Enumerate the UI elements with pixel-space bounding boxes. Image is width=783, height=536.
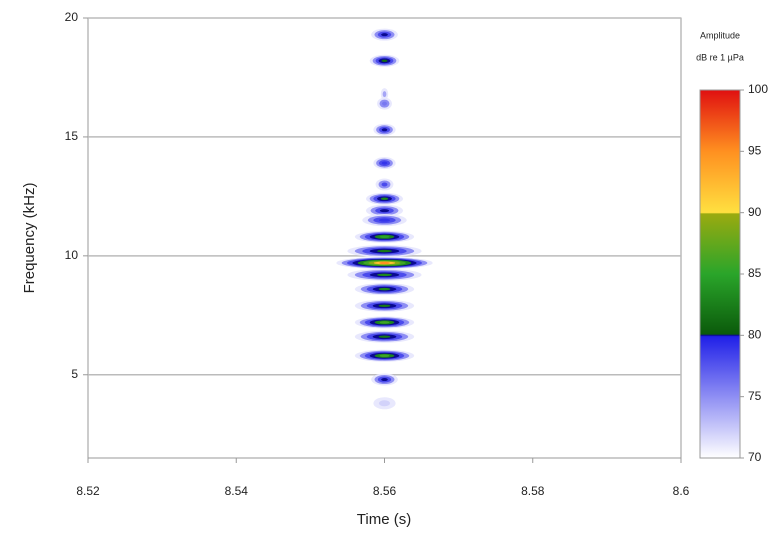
blob-level — [381, 378, 388, 382]
blob-level — [378, 335, 391, 338]
blob-level — [381, 128, 388, 132]
x-tick-label: 8.54 — [225, 484, 249, 498]
colorbar-tick-label: 90 — [748, 205, 762, 219]
colorbar-tick-label: 80 — [748, 328, 762, 342]
blob-level — [380, 197, 389, 200]
blob-level — [379, 321, 390, 324]
blob — [347, 245, 422, 258]
blob — [371, 373, 398, 386]
blob-level — [382, 101, 387, 106]
blob-level — [379, 235, 390, 239]
y-tick-label: 20 — [65, 10, 79, 24]
blob-level — [379, 261, 390, 265]
colorbar-tick-label: 75 — [748, 389, 762, 403]
colorbar-tick-label: 100 — [748, 82, 768, 96]
blob — [377, 97, 392, 110]
colorbar-tick-label: 95 — [748, 144, 762, 158]
x-tick-label: 8.52 — [76, 484, 100, 498]
blob — [347, 268, 422, 281]
colorbar-title: Amplitude — [700, 30, 740, 40]
blob-level — [381, 161, 388, 165]
blob — [373, 157, 396, 170]
blob-level — [379, 354, 390, 357]
blob-level — [377, 249, 392, 253]
blob — [336, 256, 433, 269]
blob — [373, 123, 396, 136]
blob — [380, 88, 389, 101]
blob-level — [381, 182, 388, 187]
blob — [362, 214, 407, 227]
colorbar-unit: dB re 1 µPa — [696, 52, 744, 62]
blob — [354, 330, 415, 343]
colorbar-tick-label: 70 — [748, 450, 762, 464]
blob-level — [377, 273, 392, 277]
blob-level — [379, 209, 390, 213]
blob-level — [382, 91, 387, 98]
x-tick-label: 8.6 — [673, 484, 690, 498]
blob — [354, 230, 415, 243]
blob — [369, 54, 400, 67]
y-tick-label: 5 — [71, 367, 78, 381]
colorbar — [699, 89, 741, 459]
blob — [354, 349, 415, 362]
x-tick-label: 8.58 — [521, 484, 545, 498]
blob-level — [378, 304, 391, 307]
blob-level — [378, 400, 391, 407]
blob — [354, 316, 415, 329]
blob — [354, 283, 415, 296]
y-tick-label: 15 — [65, 129, 79, 143]
x-tick-label: 8.56 — [373, 484, 397, 498]
blob-level — [381, 33, 388, 37]
blob — [373, 397, 396, 410]
y-axis-label: Frequency (kHz) — [21, 183, 38, 294]
blob — [365, 204, 404, 217]
colorbar-tick-label: 85 — [748, 266, 762, 280]
blob — [375, 178, 394, 191]
y-tick-label: 10 — [65, 248, 79, 262]
blob — [365, 192, 404, 205]
blob-level — [381, 59, 388, 63]
x-axis-label: Time (s) — [357, 511, 411, 528]
blob-level — [378, 218, 391, 222]
blob-level — [378, 287, 391, 291]
blob — [371, 28, 398, 41]
blob — [354, 299, 415, 312]
